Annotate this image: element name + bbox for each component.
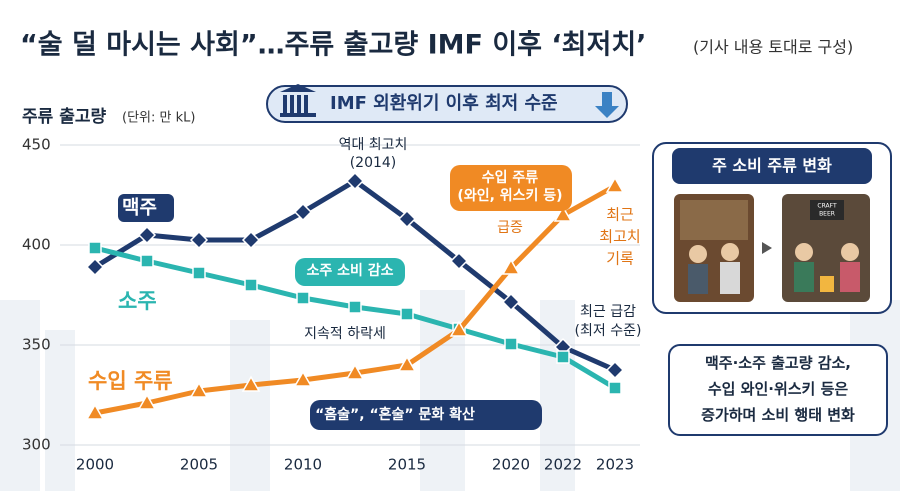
marker (345, 171, 365, 191)
marker (504, 337, 518, 351)
annotation: “홈술”, “혼술” 문화 확산 (315, 406, 475, 423)
x-tick-label: 2015 (388, 456, 426, 474)
chart-title: “술 덜 마시는 사회”…주류 출고량 IMF 이후 ‘최저치’ (20, 30, 646, 61)
annotation: 소주 소비 감소 (306, 262, 393, 279)
x-tick-label: 2000 (76, 456, 114, 474)
legend-chip (118, 194, 174, 222)
note-line: 수입 와인·위스키 등은 (707, 380, 849, 398)
marker (244, 278, 258, 292)
annotation: (와인, 위스키 등) (457, 187, 562, 204)
marker (501, 292, 521, 312)
marker (85, 403, 105, 420)
panel: 주 소비 주류 변화 CRAFT BEER (652, 142, 892, 314)
note-box: 맥주·소주 출고량 감소, 수입 와인·위스키 등은 증가하며 소비 행태 변화 (668, 344, 888, 436)
marker (605, 360, 625, 380)
annotation: (2014) (350, 155, 397, 171)
annotation: 급증 (497, 220, 523, 236)
y-tick-label: 400 (22, 236, 51, 254)
y-tick-label: 350 (22, 336, 51, 354)
marker (137, 225, 157, 245)
panel-header: 주 소비 주류 변화 (672, 148, 872, 184)
marker (449, 320, 469, 337)
bank-icon (280, 84, 316, 117)
annotation-box (310, 400, 542, 430)
annotation-box (295, 258, 405, 286)
y-axis-unit: (단위: 만 kL) (122, 111, 195, 126)
marker (501, 258, 521, 275)
marker (345, 363, 365, 380)
annotation: 수입 주류 (482, 170, 539, 186)
x-tick-label: 2023 (596, 456, 634, 474)
marker (140, 254, 154, 268)
legend-label: 맥주 (122, 197, 157, 219)
marker (88, 241, 102, 255)
annotation: 지속적 하락세 (304, 326, 386, 342)
legend-label: 수입 주류 (88, 369, 173, 393)
marker (192, 266, 206, 280)
x-tick-label: 2010 (284, 456, 322, 474)
banner-text: IMF 외환위기 이후 최저 수준 (330, 92, 558, 114)
annotation: 최근 (606, 206, 634, 224)
banner-box (266, 85, 628, 123)
marker (189, 230, 209, 250)
marker (348, 300, 362, 314)
y-tick-label: 300 (22, 436, 51, 454)
legend-label: 소주 (118, 289, 157, 313)
annotation: 역대 최고치 (339, 137, 408, 153)
y-tick-label: 450 (22, 136, 51, 154)
marker (605, 176, 625, 193)
marker (556, 350, 570, 364)
marker (293, 202, 313, 222)
y-axis-label: 주류 출고량 (22, 107, 106, 127)
marker (241, 375, 261, 392)
annotation-box (450, 165, 572, 211)
down-arrow (595, 92, 619, 118)
annotation: 최고치 (599, 228, 640, 246)
annotation: (최저 수준) (575, 323, 642, 339)
marker (397, 209, 417, 229)
panel-title: 주 소비 주류 변화 (712, 156, 832, 175)
marker (293, 370, 313, 387)
note-line: 증가하며 소비 행태 변화 (701, 406, 855, 424)
marker (137, 393, 157, 410)
subtitle: (기사 내용 토대로 구성) (693, 38, 853, 57)
marker (608, 381, 622, 395)
x-tick-label: 2005 (180, 456, 218, 474)
panel-illustration: CRAFT BEER (674, 194, 870, 302)
marker (449, 251, 469, 271)
marker (296, 291, 310, 305)
note-line: 맥주·소주 출고량 감소, (704, 354, 852, 372)
marker (85, 257, 105, 277)
x-tick-label: 2020 (492, 456, 530, 474)
annotation: 기록 (606, 250, 634, 268)
sign-text: BEER (819, 211, 835, 218)
sign-text: CRAFT (817, 203, 837, 210)
marker (553, 205, 573, 222)
marker (397, 355, 417, 372)
annotation: 최근 급감 (580, 304, 636, 320)
marker (241, 230, 261, 250)
marker (400, 307, 414, 321)
marker (189, 381, 209, 398)
x-tick-label: 2022 (544, 456, 582, 474)
